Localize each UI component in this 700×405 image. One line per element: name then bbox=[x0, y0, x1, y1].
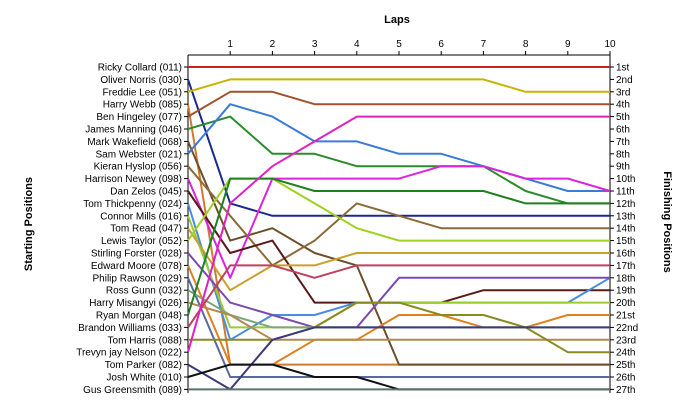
lap-tick-label: 4 bbox=[354, 39, 360, 50]
starting-position-label: Dan Zelos (045) bbox=[110, 187, 182, 198]
series-line bbox=[187, 115, 610, 353]
lap-tick-label: 3 bbox=[312, 39, 318, 50]
starting-position-label: Connor Mills (016) bbox=[100, 211, 182, 222]
starting-position-label: Edward Moore (078) bbox=[91, 261, 182, 272]
starting-position-label: Gus Greensmith (089) bbox=[83, 385, 182, 396]
finishing-position-label: 2nd bbox=[616, 75, 633, 86]
starting-position-label: Harry Webb (085) bbox=[103, 100, 182, 111]
starting-position-label: Sam Webster (021) bbox=[95, 149, 182, 160]
lap-ticks: 1 2 3 4 5 6 7 8 9 10 bbox=[227, 39, 616, 55]
series-line bbox=[187, 115, 610, 205]
starting-position-label: Tom Thickpenny (024) bbox=[83, 199, 182, 210]
series-line bbox=[187, 326, 610, 391]
starting-position-label: Stirling Forster (028) bbox=[91, 249, 182, 260]
starting-position-label: Ben Hingeley (077) bbox=[96, 112, 182, 123]
starting-position-label: Tom Parker (082) bbox=[105, 360, 182, 371]
starting-position-label: Philip Rawson (029) bbox=[93, 273, 183, 284]
starting-position-label: Kieran Hyslop (056) bbox=[94, 162, 182, 173]
starting-position-label: Ryan Morgan (048) bbox=[96, 311, 182, 322]
finishing-position-label: 24th bbox=[616, 348, 635, 359]
finishing-position-label: 14th bbox=[616, 224, 635, 235]
finishing-position-label: 11th bbox=[616, 187, 635, 198]
lap-tick-label: 10 bbox=[604, 39, 616, 50]
series-line bbox=[187, 165, 611, 279]
finishing-position-label: 17th bbox=[616, 261, 635, 272]
finishing-position-label: 3rd bbox=[616, 87, 630, 98]
series-line bbox=[187, 264, 610, 328]
finishing-position-label: 1st bbox=[616, 63, 630, 74]
series-line bbox=[187, 252, 610, 329]
finishing-position-label: 5th bbox=[616, 112, 630, 123]
starting-position-label: Josh White (010) bbox=[106, 373, 182, 384]
finishing-position-label: 13th bbox=[616, 211, 635, 222]
finishing-position-label: 20th bbox=[616, 298, 635, 309]
finishing-position-label: 21st bbox=[616, 311, 635, 322]
series-line bbox=[187, 301, 610, 341]
lap-tick-label: 6 bbox=[438, 39, 444, 50]
lap-tick-label: 2 bbox=[270, 39, 276, 50]
finishing-position-label: 6th bbox=[616, 125, 630, 136]
starting-position-label: Brandon Williams (033) bbox=[78, 323, 182, 334]
y-axis-label-right: Finishing Positions bbox=[661, 171, 673, 272]
series-line bbox=[187, 78, 610, 93]
finishing-position-label: 25th bbox=[616, 360, 635, 371]
series-line bbox=[187, 141, 610, 366]
series-line bbox=[187, 103, 610, 192]
starting-position-label: Trevyn jay Nelson (022) bbox=[76, 348, 182, 359]
starting-position-label: Tom Harris (088) bbox=[108, 335, 182, 346]
finishing-position-label: 18th bbox=[616, 273, 635, 284]
starting-position-label: Ricky Collard (011) bbox=[98, 63, 182, 74]
series-line bbox=[187, 165, 610, 267]
starting-position-label: Lewis Taylor (052) bbox=[101, 236, 182, 247]
lap-tick-label: 5 bbox=[396, 39, 402, 50]
series-line bbox=[187, 227, 610, 292]
lap-tick-label: 9 bbox=[565, 39, 571, 50]
finishing-position-label: 10th bbox=[616, 174, 635, 185]
starting-position-label: Harrison Newey (098) bbox=[85, 174, 182, 185]
lap-tick-label: 1 bbox=[227, 39, 233, 50]
finishing-position-label: 23rd bbox=[616, 335, 636, 346]
finishing-position-label: 27th bbox=[616, 385, 635, 396]
x-axis-label: Laps bbox=[384, 14, 410, 26]
finishing-position-label: 4th bbox=[616, 100, 630, 111]
lap-tick-label: 7 bbox=[481, 39, 487, 50]
starting-position-labels: Ricky Collard (011)Oliver Norris (030)Fr… bbox=[76, 63, 188, 396]
series-line bbox=[187, 277, 610, 378]
series-line bbox=[188, 301, 610, 354]
starting-position-label: Tom Read (047) bbox=[110, 224, 182, 235]
finishing-position-label: 12th bbox=[616, 199, 635, 210]
starting-position-label: Mark Wakefield (068) bbox=[87, 137, 182, 148]
y-axis-label-left: Starting Positions bbox=[23, 177, 35, 271]
series-lines bbox=[187, 66, 611, 391]
finishing-position-label: 7th bbox=[616, 137, 630, 148]
starting-position-label: James Manning (046) bbox=[85, 125, 182, 136]
starting-position-label: Freddie Lee (051) bbox=[103, 87, 183, 98]
finishing-position-label: 19th bbox=[616, 286, 635, 297]
finishing-position-label: 15th bbox=[616, 236, 635, 247]
series-line bbox=[187, 90, 610, 118]
finishing-position-label: 22nd bbox=[616, 323, 638, 334]
finishing-position-label: 16th bbox=[616, 249, 635, 260]
finishing-position-label: 9th bbox=[616, 162, 630, 173]
starting-position-label: Ross Gunn (032) bbox=[106, 286, 182, 297]
starting-position-label: Oliver Norris (030) bbox=[100, 75, 182, 86]
finishing-position-labels: 1st2nd3rd4th5th6th7th8th9th10th11th12th1… bbox=[610, 63, 638, 396]
finishing-position-label: 8th bbox=[616, 149, 630, 160]
lap-tick-label: 8 bbox=[523, 39, 529, 50]
finishing-position-label: 26th bbox=[616, 373, 635, 384]
starting-position-label: Harry Misangyi (026) bbox=[89, 298, 182, 309]
